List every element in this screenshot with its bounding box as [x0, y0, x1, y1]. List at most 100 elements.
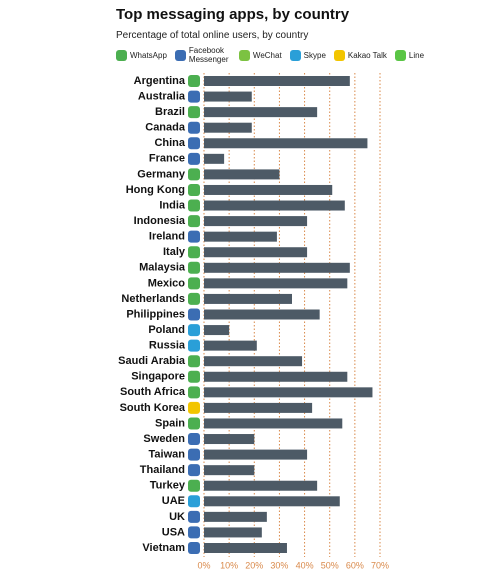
- app-icon: [188, 386, 200, 399]
- bar: [204, 247, 308, 258]
- bar: [204, 153, 225, 164]
- x-tick-label: 60%: [346, 560, 364, 570]
- y-tick-label: Ireland: [149, 231, 185, 243]
- y-tick-label: Brazil: [155, 106, 185, 118]
- bar: [204, 465, 255, 476]
- y-tick-label: Singapore: [131, 371, 185, 383]
- y-tick-label: Germany: [137, 168, 186, 180]
- legend-item: WeChat: [238, 49, 282, 61]
- app-icon: [188, 215, 200, 228]
- bar: [204, 107, 318, 118]
- bar: [204, 184, 333, 195]
- bar: [204, 76, 350, 86]
- app-icon: [188, 308, 200, 321]
- app-icon: [188, 277, 200, 290]
- y-tick-label: Philippines: [126, 308, 185, 320]
- bar: [204, 340, 257, 351]
- bar: [204, 449, 308, 460]
- x-tick-label: 10%: [220, 560, 238, 570]
- y-tick-label: UK: [169, 511, 185, 523]
- app-icon: [188, 230, 200, 243]
- app-icon: [188, 510, 200, 523]
- app-icon: [188, 401, 200, 414]
- legend-label: Kakao Talk: [347, 50, 387, 60]
- bar: [204, 293, 292, 304]
- app-icon: [188, 479, 200, 492]
- y-tick-label: South Africa: [120, 386, 186, 398]
- app-icon: [188, 464, 200, 477]
- app-icon: [188, 355, 200, 368]
- bar: [204, 496, 340, 507]
- y-tick-label: Saudi Arabia: [118, 355, 186, 367]
- bar: [204, 91, 252, 102]
- y-tick-label: Australia: [138, 90, 186, 102]
- bar: [204, 480, 318, 491]
- y-tick-label: South Korea: [120, 402, 186, 414]
- app-icon: [188, 324, 200, 337]
- y-tick-label: Indonesia: [134, 215, 186, 227]
- bar: [204, 216, 308, 227]
- bar: [204, 138, 368, 149]
- legend-icon: [116, 49, 127, 61]
- app-icon: [188, 90, 200, 103]
- y-tick-label: Mexico: [148, 277, 186, 289]
- y-tick-label: India: [159, 199, 186, 211]
- x-tick-label: 40%: [296, 560, 314, 570]
- y-tick-label: Vietnam: [142, 542, 185, 554]
- app-icon: [188, 417, 200, 430]
- app-icon: [188, 106, 200, 119]
- y-tick-label: Canada: [145, 122, 186, 134]
- y-tick-label: Spain: [155, 417, 185, 429]
- legend-icon: [289, 49, 301, 61]
- bar: [204, 371, 348, 382]
- y-tick-label: Russia: [149, 340, 186, 352]
- bar: [204, 543, 287, 553]
- bar: [204, 278, 348, 289]
- legend-label: Facebook Messenger: [188, 46, 229, 64]
- bar: [204, 527, 262, 538]
- legend-item: WhatsApp: [116, 49, 167, 61]
- bar: [204, 200, 345, 211]
- legend-label: WeChat: [252, 50, 282, 60]
- bar: [204, 122, 252, 133]
- app-icon: [188, 292, 200, 305]
- bar: [204, 511, 267, 522]
- y-tick-label: UAE: [162, 495, 185, 507]
- legend-item: Skype: [289, 49, 326, 61]
- app-icon: [188, 495, 200, 508]
- chart-subtitle: Percentage of total online users, by cou…: [116, 30, 309, 41]
- legend-icon: [238, 49, 250, 61]
- app-icon: [188, 261, 200, 274]
- bar: [204, 402, 313, 413]
- app-icon: [188, 339, 200, 352]
- app-icon: [188, 152, 200, 165]
- bar: [204, 325, 230, 336]
- y-tick-label: Argentina: [134, 75, 186, 87]
- x-tick-label: 30%: [270, 560, 288, 570]
- y-tick-label: Thailand: [140, 464, 185, 476]
- x-tick-label: 50%: [321, 560, 339, 570]
- legend-icon: [333, 49, 345, 61]
- app-icon: [188, 121, 200, 134]
- app-icon: [188, 199, 200, 212]
- legend-item: Line: [394, 49, 424, 61]
- legend-item: Facebook Messenger: [174, 46, 231, 64]
- bar: [204, 309, 320, 320]
- app-icon: [188, 246, 200, 259]
- x-tick-label: 70%: [371, 560, 389, 570]
- x-tick-label: 0%: [197, 560, 210, 570]
- legend-label: Skype: [303, 50, 326, 60]
- app-icon: [188, 370, 200, 383]
- legend-item: Kakao Talk: [333, 49, 387, 61]
- bar: [204, 387, 373, 398]
- y-tick-label: France: [149, 153, 185, 165]
- app-icon: [188, 183, 200, 196]
- legend: WhatsApp Facebook Messenger WeChat Skype Kak…: [116, 46, 424, 64]
- y-tick-label: Italy: [163, 246, 186, 258]
- y-tick-label: Malaysia: [139, 262, 186, 274]
- bar: [204, 231, 277, 242]
- app-icon: [188, 137, 200, 150]
- app-icon: [188, 433, 200, 446]
- bar: [204, 356, 303, 367]
- app-icon: [188, 448, 200, 461]
